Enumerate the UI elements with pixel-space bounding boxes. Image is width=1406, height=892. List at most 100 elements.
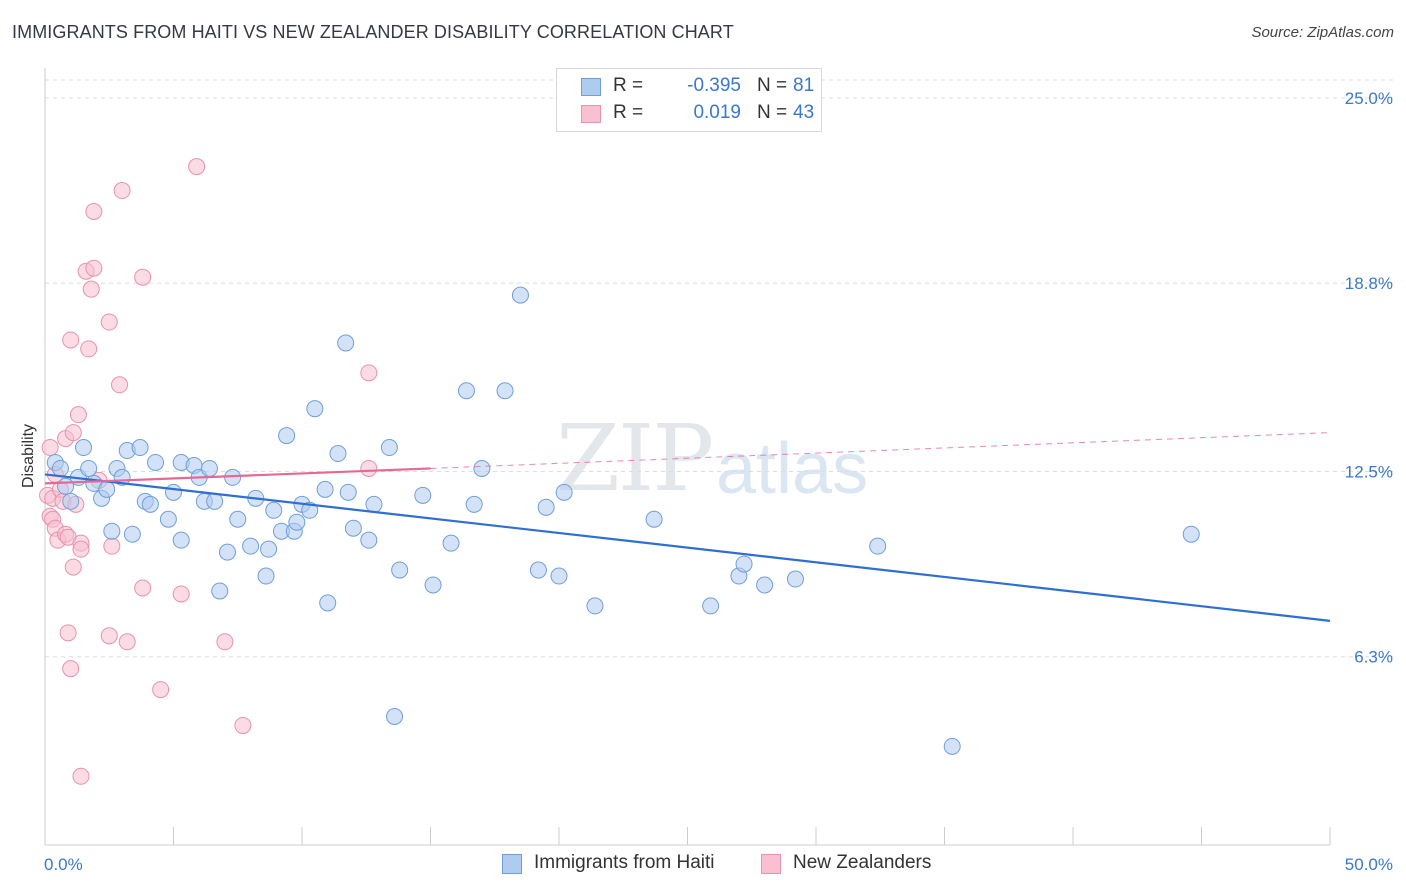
data-point-immigrants-from-haiti [380, 439, 398, 457]
y-tick-label: 12.5% [1345, 462, 1393, 481]
data-point-immigrants-from-haiti [200, 459, 218, 477]
data-point-immigrants-from-haiti [465, 495, 483, 513]
data-point-immigrants-from-haiti [414, 486, 432, 504]
data-point-immigrants-from-haiti [242, 537, 260, 555]
data-point-immigrants-from-haiti [457, 382, 475, 400]
data-point-immigrants-from-haiti [555, 483, 573, 501]
data-point-immigrants-from-haiti [496, 382, 514, 400]
data-point-new-zealanders [152, 681, 170, 699]
data-point-immigrants-from-haiti [306, 400, 324, 418]
data-point-new-zealanders [134, 579, 152, 597]
legend-n-label: N = [757, 102, 788, 123]
legend-n-value: 43 [793, 102, 815, 123]
data-point-new-zealanders [62, 660, 80, 678]
data-point-immigrants-from-haiti [62, 492, 80, 510]
data-point-new-zealanders [360, 364, 378, 382]
data-point-immigrants-from-haiti [211, 582, 229, 600]
data-point-immigrants-from-haiti [365, 495, 383, 513]
y-tick-label: 25.0% [1345, 89, 1393, 108]
data-point-immigrants-from-haiti [786, 570, 804, 588]
bottom-legend-swatch-new-zealanders [761, 854, 781, 874]
y-axis-label: Disability [20, 424, 37, 488]
data-point-new-zealanders [111, 376, 129, 394]
data-point-immigrants-from-haiti [288, 513, 306, 531]
legend-swatch-haiti [581, 78, 601, 96]
series-new-zealanders [39, 158, 378, 785]
data-point-new-zealanders [59, 624, 77, 642]
data-point-immigrants-from-haiti [103, 522, 121, 540]
data-point-immigrants-from-haiti [257, 567, 275, 585]
data-point-immigrants-from-haiti [735, 555, 753, 573]
data-point-immigrants-from-haiti [172, 531, 190, 549]
trend-line-new-zealanders [44, 467, 431, 485]
data-point-new-zealanders [82, 280, 100, 298]
data-point-immigrants-from-haiti [131, 439, 149, 457]
data-point-immigrants-from-haiti [159, 510, 177, 528]
data-point-new-zealanders [72, 540, 90, 558]
bottom-legend-swatch-haiti [502, 854, 522, 874]
legend-r-label: R = [613, 75, 644, 96]
data-point-new-zealanders [80, 340, 98, 358]
data-point-immigrants-from-haiti [943, 737, 961, 755]
legend-r-label: R = [613, 102, 644, 123]
data-point-immigrants-from-haiti [51, 459, 69, 477]
trend-line-immigrants-from-haiti [44, 473, 1331, 622]
y-tick-label: 18.8% [1345, 274, 1393, 293]
trend-lines [44, 432, 1331, 622]
data-point-immigrants-from-haiti [473, 459, 491, 477]
data-point-new-zealanders [234, 716, 252, 734]
legend-r-value: -0.395 [687, 75, 741, 96]
data-point-new-zealanders [85, 202, 103, 220]
data-point-immigrants-from-haiti [756, 576, 774, 594]
axes [44, 68, 1331, 846]
data-point-new-zealanders [41, 439, 59, 457]
data-point-immigrants-from-haiti [165, 483, 182, 501]
data-point-immigrants-from-haiti [386, 707, 404, 725]
data-point-new-zealanders [113, 182, 131, 200]
data-point-immigrants-from-haiti [75, 439, 93, 457]
data-point-immigrants-from-haiti [337, 334, 355, 352]
data-point-immigrants-from-haiti [645, 510, 663, 528]
data-point-immigrants-from-haiti [586, 597, 604, 615]
data-point-immigrants-from-haiti [537, 498, 555, 516]
bottom-legend-label-haiti: Immigrants from Haiti [534, 852, 715, 873]
data-point-new-zealanders [100, 627, 118, 645]
data-point-new-zealanders [216, 633, 234, 651]
data-point-immigrants-from-haiti [550, 567, 568, 585]
data-point-immigrants-from-haiti [319, 594, 337, 612]
data-point-new-zealanders [360, 459, 378, 477]
data-point-immigrants-from-haiti [265, 501, 283, 519]
data-point-immigrants-from-haiti [511, 286, 529, 304]
data-point-immigrants-from-haiti [218, 543, 236, 561]
watermark-atlas: atlas [716, 429, 869, 509]
legend-swatch-new-zealanders [581, 105, 601, 123]
chart-title: IMMIGRANTS FROM HAITI VS NEW ZEALANDER D… [12, 22, 734, 42]
legend-r-value: 0.019 [693, 102, 741, 123]
data-point-new-zealanders [85, 259, 103, 277]
data-point-new-zealanders [69, 406, 87, 424]
data-point-new-zealanders [188, 158, 206, 176]
data-point-new-zealanders [134, 268, 152, 286]
legend-n-label: N = [757, 75, 788, 96]
tick-labels: 6.3% 12.5% 18.8% 25.0% 0.0% 50.0% Disability [20, 89, 1393, 874]
data-point-new-zealanders [72, 767, 90, 785]
data-point-new-zealanders [64, 424, 82, 442]
data-point-immigrants-from-haiti [206, 492, 224, 510]
x-tick-label: 50.0% [1345, 855, 1393, 874]
gridlines [45, 79, 1395, 658]
series-immigrants-from-haiti [46, 286, 1200, 755]
data-point-immigrants-from-haiti [98, 480, 116, 498]
data-point-new-zealanders [62, 331, 80, 349]
data-point-immigrants-from-haiti [344, 519, 362, 537]
data-point-immigrants-from-haiti [147, 453, 165, 471]
bottom-legend-label-new-zealanders: New Zealanders [793, 852, 932, 873]
data-point-immigrants-from-haiti [260, 540, 278, 558]
correlation-legend: R = -0.395 N = 81 R = 0.019 N = 43 [556, 68, 822, 132]
data-point-immigrants-from-haiti [329, 445, 347, 463]
data-point-immigrants-from-haiti [424, 576, 442, 594]
legend-n-value: 81 [793, 75, 815, 96]
data-point-immigrants-from-haiti [442, 534, 460, 552]
data-point-immigrants-from-haiti [229, 510, 247, 528]
data-point-immigrants-from-haiti [141, 495, 159, 513]
x-tick-label: 0.0% [44, 855, 83, 874]
